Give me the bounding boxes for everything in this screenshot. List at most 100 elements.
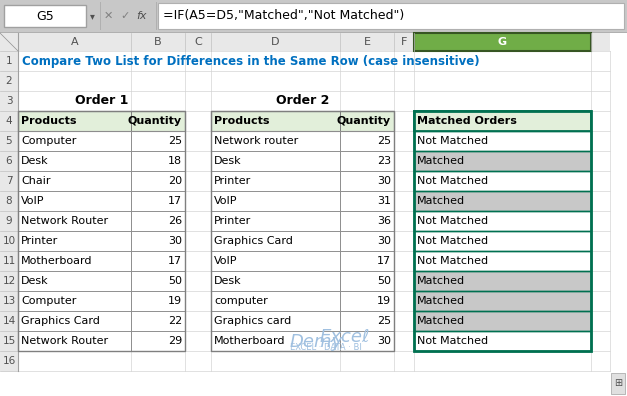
Bar <box>0 191 18 211</box>
Text: Chair: Chair <box>21 176 51 186</box>
Bar <box>131 131 132 151</box>
Text: Motherboard: Motherboard <box>21 256 93 266</box>
Text: 11: 11 <box>3 256 16 266</box>
Bar <box>211 271 394 291</box>
Text: VoIP: VoIP <box>21 196 45 206</box>
Bar <box>18 171 185 191</box>
Bar <box>131 231 132 251</box>
Bar <box>100 2 101 30</box>
Bar <box>0 111 18 131</box>
Text: 25: 25 <box>168 136 182 146</box>
Bar <box>0 331 18 351</box>
Text: 36: 36 <box>377 216 391 226</box>
Text: 30: 30 <box>377 236 391 246</box>
Bar <box>131 291 132 311</box>
Bar <box>211 191 394 211</box>
Bar <box>211 131 394 151</box>
Text: Compare Two List for Differences in the Same Row (case insensitive): Compare Two List for Differences in the … <box>22 55 480 67</box>
Text: 9: 9 <box>6 216 13 226</box>
Text: Computer: Computer <box>21 296 76 306</box>
Bar <box>414 33 591 51</box>
Bar <box>0 291 18 311</box>
Bar <box>414 291 591 311</box>
Bar <box>18 111 185 131</box>
Bar <box>340 111 341 131</box>
Bar <box>0 171 18 191</box>
Bar <box>414 311 591 331</box>
Text: 30: 30 <box>168 236 182 246</box>
Text: Not Matched: Not Matched <box>417 176 488 186</box>
Text: Motherboard: Motherboard <box>214 336 285 346</box>
Text: 2: 2 <box>6 76 13 86</box>
Bar <box>0 0 627 32</box>
Bar <box>340 271 341 291</box>
Text: 19: 19 <box>168 296 182 306</box>
Bar <box>340 211 341 231</box>
Bar <box>211 311 394 331</box>
Text: 19: 19 <box>377 296 391 306</box>
Bar <box>211 311 394 331</box>
Bar <box>211 271 394 291</box>
Bar <box>211 151 394 171</box>
Text: 5: 5 <box>6 136 13 146</box>
Bar <box>211 231 394 251</box>
Bar <box>0 51 18 71</box>
Text: Computer: Computer <box>21 136 76 146</box>
Text: ✓: ✓ <box>120 11 129 21</box>
Text: Products: Products <box>214 116 270 126</box>
Text: 50: 50 <box>377 276 391 286</box>
Bar <box>4 5 86 27</box>
Bar <box>414 131 591 151</box>
Bar <box>211 111 394 351</box>
Text: 17: 17 <box>377 256 391 266</box>
Text: Printer: Printer <box>214 176 251 186</box>
Text: Matched: Matched <box>417 276 465 286</box>
Text: D: D <box>271 37 280 47</box>
Bar <box>340 131 341 151</box>
Bar <box>18 151 185 171</box>
Text: Order 1: Order 1 <box>75 95 128 107</box>
Bar <box>340 291 341 311</box>
Bar <box>414 331 591 351</box>
Bar <box>0 271 18 291</box>
Bar <box>131 331 132 351</box>
Text: B: B <box>154 37 162 47</box>
Bar <box>414 191 591 211</box>
Bar <box>414 251 591 271</box>
Text: 30: 30 <box>377 176 391 186</box>
Text: 22: 22 <box>168 316 182 326</box>
Bar <box>131 251 132 271</box>
Text: Graphics Card: Graphics Card <box>21 316 100 326</box>
Bar <box>156 2 157 30</box>
Text: Not Matched: Not Matched <box>417 256 488 266</box>
Bar <box>414 111 591 351</box>
Bar <box>18 331 185 351</box>
Bar <box>611 373 625 394</box>
Bar <box>414 331 591 351</box>
Bar <box>18 251 185 271</box>
Bar <box>211 111 394 131</box>
Bar <box>18 331 185 351</box>
Bar <box>0 311 18 331</box>
Bar <box>340 171 341 191</box>
Text: 30: 30 <box>377 336 391 346</box>
Bar <box>0 351 18 371</box>
Bar <box>131 171 132 191</box>
Text: E: E <box>364 37 371 47</box>
Bar <box>18 111 185 131</box>
Bar <box>414 231 591 251</box>
Text: 17: 17 <box>168 196 182 206</box>
Bar <box>340 151 341 171</box>
Text: Graphics card: Graphics card <box>214 316 292 326</box>
Text: 15: 15 <box>3 336 16 346</box>
Text: ▾: ▾ <box>90 11 95 21</box>
Bar <box>131 111 132 131</box>
Bar <box>211 131 394 151</box>
Text: 20: 20 <box>168 176 182 186</box>
Text: Not Matched: Not Matched <box>417 136 488 146</box>
Text: Network Router: Network Router <box>21 216 108 226</box>
Text: computer: computer <box>214 296 268 306</box>
Text: Not Matched: Not Matched <box>417 336 488 346</box>
Text: 1: 1 <box>6 56 13 66</box>
Text: 25: 25 <box>377 136 391 146</box>
